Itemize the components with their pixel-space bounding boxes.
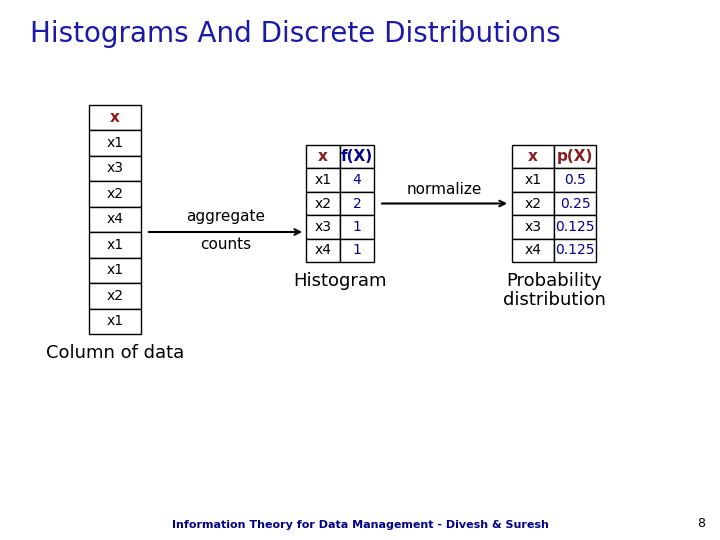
FancyBboxPatch shape [340,168,374,192]
Text: x1: x1 [107,238,124,252]
FancyBboxPatch shape [89,308,141,334]
Text: Probability: Probability [506,272,602,291]
Text: x2: x2 [524,197,541,211]
Text: distribution: distribution [503,291,606,309]
Text: 0.125: 0.125 [555,244,595,258]
Text: Information Theory for Data Management - Divesh & Suresh: Information Theory for Data Management -… [171,520,549,530]
FancyBboxPatch shape [89,130,141,156]
FancyBboxPatch shape [340,192,374,215]
Text: 0.125: 0.125 [555,220,595,234]
Text: x3: x3 [315,220,331,234]
Text: x2: x2 [107,187,124,201]
Text: Column of data: Column of data [46,344,184,362]
Text: 1: 1 [353,220,361,234]
FancyBboxPatch shape [89,181,141,206]
FancyBboxPatch shape [554,168,596,192]
FancyBboxPatch shape [89,232,141,258]
FancyBboxPatch shape [89,156,141,181]
Text: p(X): p(X) [557,149,593,164]
Text: Histograms And Discrete Distributions: Histograms And Discrete Distributions [30,20,561,48]
FancyBboxPatch shape [340,145,374,168]
Text: x1: x1 [107,314,124,328]
Text: x1: x1 [524,173,541,187]
FancyBboxPatch shape [306,168,340,192]
FancyBboxPatch shape [512,215,554,239]
Text: x1: x1 [107,264,124,277]
Text: x4: x4 [524,244,541,258]
FancyBboxPatch shape [554,215,596,239]
FancyBboxPatch shape [89,283,141,308]
FancyBboxPatch shape [306,192,340,215]
Text: x4: x4 [315,244,331,258]
Text: x1: x1 [107,136,124,150]
Text: x3: x3 [107,161,124,176]
Text: x4: x4 [107,212,124,226]
Text: x: x [110,110,120,125]
FancyBboxPatch shape [89,258,141,283]
Text: 1: 1 [353,244,361,258]
FancyBboxPatch shape [512,192,554,215]
Text: f(X): f(X) [341,149,373,164]
Text: 4: 4 [353,173,361,187]
Text: 8: 8 [697,517,705,530]
FancyBboxPatch shape [512,239,554,262]
FancyBboxPatch shape [512,168,554,192]
Text: x2: x2 [107,289,124,303]
FancyBboxPatch shape [306,145,340,168]
FancyBboxPatch shape [554,145,596,168]
Text: x3: x3 [524,220,541,234]
FancyBboxPatch shape [554,239,596,262]
Text: x2: x2 [315,197,331,211]
FancyBboxPatch shape [89,206,141,232]
Text: x: x [528,149,538,164]
Text: counts: counts [200,237,251,252]
FancyBboxPatch shape [340,239,374,262]
Text: 0.5: 0.5 [564,173,586,187]
FancyBboxPatch shape [512,145,554,168]
FancyBboxPatch shape [306,215,340,239]
Text: normalize: normalize [407,183,482,198]
Text: 0.25: 0.25 [559,197,590,211]
Text: Histogram: Histogram [293,272,387,291]
FancyBboxPatch shape [89,105,141,130]
Text: aggregate: aggregate [186,209,265,224]
FancyBboxPatch shape [554,192,596,215]
Text: 2: 2 [353,197,361,211]
Text: x: x [318,149,328,164]
Text: x1: x1 [315,173,332,187]
FancyBboxPatch shape [340,215,374,239]
FancyBboxPatch shape [306,239,340,262]
